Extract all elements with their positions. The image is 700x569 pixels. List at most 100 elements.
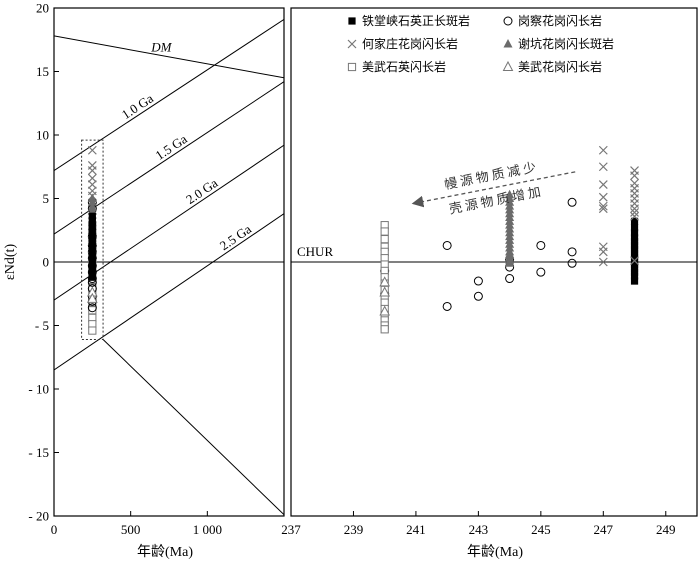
line-1-0-ga [54, 18, 284, 172]
y-tick-label: 20 [36, 1, 49, 16]
line-label-dm: DM [150, 39, 172, 54]
point-open-circle [567, 258, 577, 268]
point-filled-square [630, 241, 639, 250]
point-cross [87, 180, 97, 189]
point-cross [87, 145, 97, 155]
point-filled-triangle [87, 197, 97, 206]
point-filled-square [630, 253, 639, 261]
point-filled-square [630, 245, 639, 253]
point-filled-square [630, 224, 639, 232]
point-open-circle [536, 240, 546, 250]
point-cross [630, 211, 639, 221]
right-x-ticks: 237 239 241 243 245 247 249 [281, 511, 676, 537]
point-open-square [88, 326, 97, 335]
line-label-2-5-ga: 2.5 Ga [217, 221, 254, 253]
point-open-triangle [87, 292, 98, 303]
x-tick-label: 245 [531, 522, 551, 537]
y-tick-label: - 15 [28, 445, 49, 460]
x-tick-label: 249 [656, 522, 676, 537]
y-tick-label: - 20 [28, 509, 49, 524]
trend-annotation: 幔源物质减少 壳源物质增加 [411, 160, 576, 218]
point-open-circle [473, 291, 483, 301]
point-cross [630, 171, 639, 181]
point-open-circle [87, 303, 97, 313]
legend-label: 何家庄花岗闪长岩 [362, 36, 458, 51]
legend-label: 岗察花岗闪长岩 [518, 13, 602, 28]
point-filled-square [88, 217, 96, 225]
y-tick-label: 0 [43, 255, 50, 270]
line-dm [54, 35, 284, 79]
right-panel: CHUR 237 239 241 243 245 247 249 铁堂峡石英正长斑岩 岗察花岗… [281, 7, 698, 560]
point-cross [598, 145, 608, 155]
point-open-circle [473, 276, 483, 286]
y-tick-label: 15 [36, 64, 49, 79]
point-filled-square [88, 273, 96, 281]
point-filled-square [88, 258, 96, 266]
point-cross [630, 256, 639, 266]
left-panel: DM 1.0 Ga 1.5 Ga 2.0 Ga 2.5 Ga 0 500 1 000 - 2… [3, 1, 285, 560]
legend-marker [347, 39, 357, 49]
point-open-circle [442, 301, 452, 311]
point-filled-square [88, 268, 96, 276]
y-tick-label: 10 [36, 128, 49, 143]
point-filled-square [630, 272, 639, 280]
point-filled-square [88, 233, 96, 241]
right-data-points [379, 145, 639, 334]
point-cross [87, 166, 97, 175]
line-label-1-5-ga: 1.5 Ga [153, 131, 190, 163]
point-open-triangle [379, 286, 391, 297]
left-y-ticks: - 20 - 15 - 10 - 5 0 5 10 15 20 [28, 1, 59, 524]
y-tick-label: - 5 [35, 318, 49, 333]
point-filled-square [630, 260, 639, 269]
point-open-square [380, 235, 389, 244]
point-cross [630, 208, 639, 217]
point-filled-square [88, 253, 96, 261]
point-open-square [380, 227, 389, 236]
legend-marker [347, 62, 357, 72]
point-cross [630, 204, 639, 214]
point-filled-square [88, 212, 96, 220]
point-open-circle [567, 197, 577, 207]
point-cross [598, 192, 608, 202]
line-2-5-ga [54, 213, 284, 371]
y-tick-label: - 10 [28, 382, 49, 397]
point-filled-square [630, 217, 639, 225]
x-tick-label: 241 [406, 522, 426, 537]
highlight-box-rect [81, 139, 104, 340]
point-filled-square [88, 263, 96, 271]
x-tick-label: 500 [121, 522, 141, 537]
point-cross [598, 162, 608, 172]
x-tick-label: 1 000 [193, 522, 222, 537]
point-filled-square [630, 268, 639, 276]
y-axis-label: εNd(t) [3, 244, 18, 281]
highlight-box [81, 139, 104, 340]
legend-marker [503, 39, 513, 48]
x-tick-label: 0 [51, 522, 58, 537]
point-filled-square [88, 238, 96, 246]
left-data-points [87, 145, 98, 335]
x-tick-label: 237 [281, 522, 301, 537]
point-open-circle [567, 247, 577, 257]
legend-marker [348, 17, 356, 25]
line-label-1-0-ga: 1.0 Ga [119, 90, 156, 122]
point-filled-triangle [505, 258, 515, 267]
point-cross [598, 180, 608, 189]
point-filled-square [88, 248, 96, 256]
point-cross [598, 247, 608, 257]
point-open-triangle [379, 276, 391, 287]
point-filled-square [630, 238, 639, 246]
legend-label: 铁堂峡石英正长斑岩 [362, 13, 470, 28]
legend-label: 美武石英闪长岩 [362, 59, 446, 74]
point-open-circle [536, 267, 546, 277]
point-open-circle [442, 240, 452, 250]
point-open-circle [505, 274, 515, 284]
point-filled-square [88, 222, 96, 231]
point-cross [598, 201, 608, 211]
left-x-axis-label: 年龄(Ma) [137, 544, 193, 560]
point-filled-square [630, 229, 639, 237]
line-label-2-0-ga: 2.0 Ga [183, 175, 220, 207]
point-filled-square [630, 277, 639, 285]
x-tick-label: 243 [469, 522, 489, 537]
x-tick-label: 247 [594, 522, 614, 537]
